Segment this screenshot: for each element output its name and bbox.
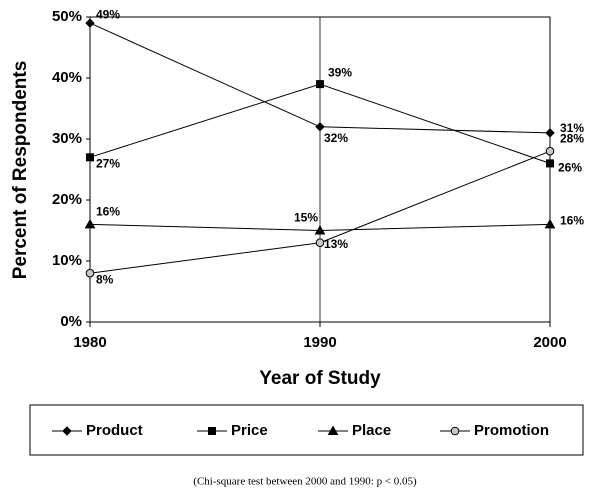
data-label: 32%: [324, 131, 348, 145]
legend-marker: [327, 425, 339, 435]
marker: [315, 122, 325, 132]
x-tick-label: 1980: [73, 334, 106, 351]
data-label: 8%: [96, 272, 114, 286]
y-axis-label: Percent of Respondents: [10, 61, 31, 280]
legend-box: [29, 404, 584, 456]
legend-label: Place: [352, 422, 391, 439]
marker: [546, 159, 554, 168]
marker: [84, 218, 96, 229]
legend-label: Price: [231, 422, 268, 439]
data-label: 49%: [96, 7, 120, 21]
y-tick-label: 0%: [60, 313, 82, 330]
legend-marker: [450, 426, 460, 436]
data-label: 13%: [324, 237, 348, 251]
marker: [86, 153, 94, 162]
legend-marker: [62, 426, 72, 436]
x-tick-label: 1990: [303, 334, 336, 351]
marker: [85, 268, 95, 278]
marker: [544, 218, 556, 229]
x-axis-label: Year of Study: [259, 368, 381, 389]
y-tick-label: 20%: [52, 191, 82, 208]
marker: [315, 238, 325, 247]
y-tick-label: 30%: [52, 130, 82, 147]
footnote: (Chi-square test between 2000 and 1990: …: [193, 476, 417, 488]
marker: [316, 80, 324, 89]
data-label: 31%: [560, 121, 584, 135]
data-label: 16%: [96, 205, 120, 219]
legend-label: Promotion: [474, 422, 549, 439]
legend-label: Product: [86, 422, 143, 439]
y-tick-label: 10%: [52, 252, 82, 269]
y-tick-label: 40%: [52, 69, 82, 86]
data-label: 16%: [560, 214, 584, 228]
data-label: 28%: [560, 131, 584, 145]
data-label: 15%: [294, 211, 318, 225]
data-label: 39%: [328, 65, 352, 79]
marker: [545, 146, 555, 156]
legend-marker: [208, 427, 216, 435]
marker: [85, 18, 95, 28]
data-label: 27%: [96, 156, 120, 170]
marker: [545, 128, 555, 138]
y-tick-label: 50%: [52, 8, 82, 25]
x-tick-label: 2000: [533, 334, 566, 351]
marker: [314, 224, 326, 235]
data-label: 26%: [558, 161, 582, 175]
